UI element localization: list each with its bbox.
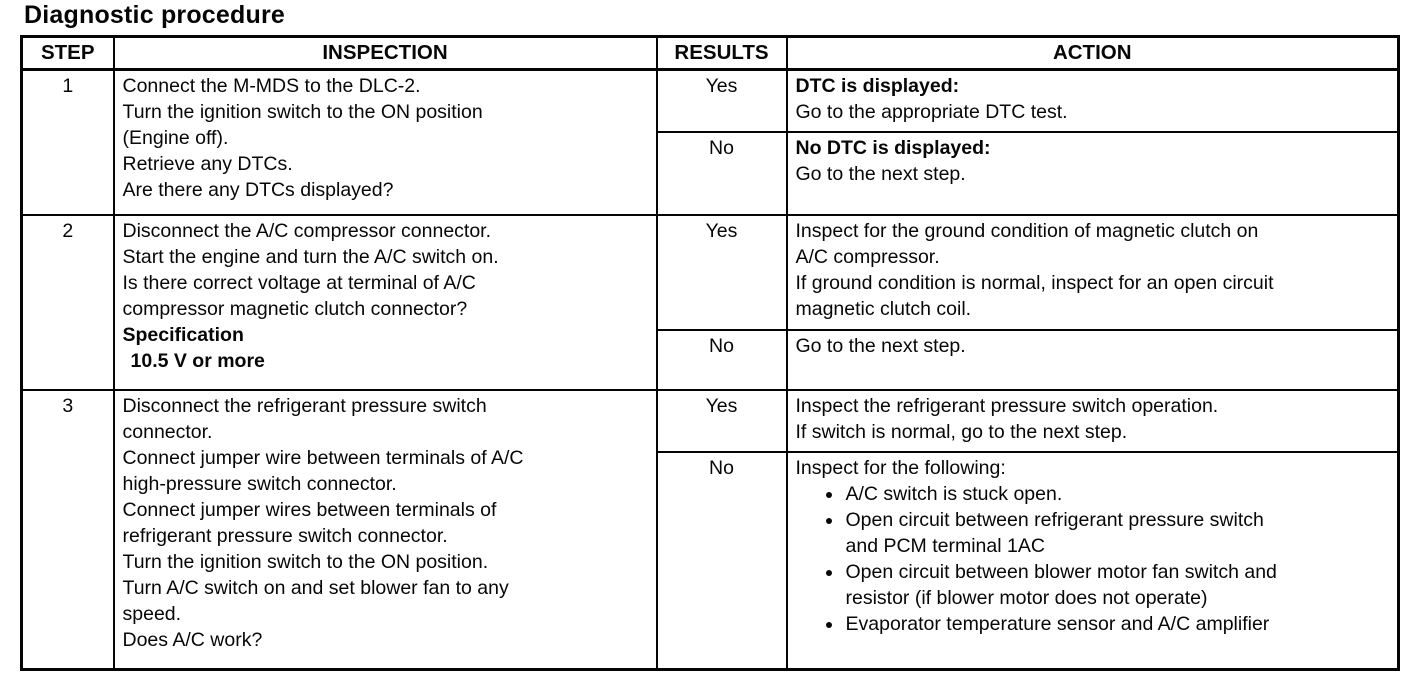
step2-result-no: No bbox=[655, 328, 788, 391]
step1-action-no-text: Go to the next step. bbox=[795, 162, 966, 185]
step1-number: 1 bbox=[20, 68, 115, 216]
diagnostic-procedure-table: STEP INSPECTION RESULTS ACTION 1 Connect… bbox=[20, 35, 1400, 671]
step2-no-row: No Go to the next step. bbox=[22, 328, 1400, 391]
step2-specification-value: 10.5 V or more bbox=[130, 349, 265, 372]
step1-result-yes: Yes bbox=[655, 68, 788, 133]
step1-action-yes-cell: DTC is displayed: Go to the appropriate … bbox=[785, 68, 1400, 133]
step3-inspection-text: Disconnect the refrigerant pressure swit… bbox=[122, 394, 524, 651]
col-header-step: STEP bbox=[20, 35, 115, 71]
page-title: Diagnostic procedure bbox=[24, 1, 285, 29]
step2-action-no-cell: Go to the next step. bbox=[785, 328, 1400, 391]
step1-no-row: No No DTC is displayed: Go to the next s… bbox=[22, 130, 1400, 216]
step2-number: 2 bbox=[20, 213, 115, 391]
step3-no-row: No Inspect for the following: A/C switch… bbox=[22, 450, 1400, 671]
col-header-inspection: INSPECTION bbox=[112, 35, 658, 71]
col-header-results: RESULTS bbox=[655, 35, 788, 71]
bullet-item: Evaporator temperature sensor and A/C am… bbox=[844, 611, 1390, 637]
step1-inspection-cell: Connect the M-MDS to the DLC-2. Turn the… bbox=[112, 68, 658, 216]
step3-action-no-cell: Inspect for the following: A/C switch is… bbox=[785, 450, 1400, 671]
step1-action-no-cell: No DTC is displayed: Go to the next step… bbox=[785, 130, 1400, 216]
step1-action-yes-text: Go to the appropriate DTC test. bbox=[795, 101, 1068, 123]
step1-action-yes-heading: DTC is displayed: bbox=[795, 75, 960, 97]
step2-action-yes-text: Inspect for the ground condition of magn… bbox=[795, 219, 1274, 320]
bullet-item: Open circuit between refrigerant pressur… bbox=[844, 507, 1390, 559]
step2-specification-label: Specification bbox=[122, 323, 244, 346]
step3-result-no: No bbox=[655, 450, 788, 671]
step2-inspection-cell: Disconnect the A/C compressor connector.… bbox=[112, 213, 658, 391]
step3-action-no-bullet-list: A/C switch is stuck open. Open circuit b… bbox=[796, 481, 1390, 637]
step2-result-yes: Yes bbox=[655, 213, 788, 331]
bullet-item: Open circuit between blower motor fan sw… bbox=[844, 559, 1390, 611]
step2-action-yes-cell: Inspect for the ground condition of magn… bbox=[785, 213, 1400, 331]
step2-yes-row: 2 Disconnect the A/C compressor connecto… bbox=[20, 213, 1400, 391]
step1-action-no-heading: No DTC is displayed: bbox=[795, 136, 991, 159]
step2-inspection-text: Disconnect the A/C compressor connector.… bbox=[122, 219, 499, 320]
step3-action-yes-cell: Inspect the refrigerant pressure switch … bbox=[785, 388, 1400, 453]
step1-inspection-text: Connect the M-MDS to the DLC-2. Turn the… bbox=[122, 75, 483, 201]
step3-inspection-cell: Disconnect the refrigerant pressure swit… bbox=[112, 388, 658, 671]
step3-action-no-intro: Inspect for the following: bbox=[795, 456, 1006, 479]
step1-result-no: No bbox=[655, 130, 788, 216]
step3-action-yes-text: Inspect the refrigerant pressure switch … bbox=[795, 394, 1219, 443]
col-header-action: ACTION bbox=[785, 35, 1400, 71]
step3-yes-row: 3 Disconnect the refrigerant pressure sw… bbox=[20, 388, 1400, 671]
step3-number: 3 bbox=[20, 388, 115, 671]
step3-result-yes: Yes bbox=[655, 388, 788, 453]
step2-action-no-text: Go to the next step. bbox=[795, 334, 966, 357]
step1-yes-row: 1 Connect the M-MDS to the DLC-2. Turn t… bbox=[20, 68, 1400, 216]
header-row: STEP INSPECTION RESULTS ACTION bbox=[20, 35, 1400, 71]
bullet-item: A/C switch is stuck open. bbox=[844, 481, 1390, 507]
